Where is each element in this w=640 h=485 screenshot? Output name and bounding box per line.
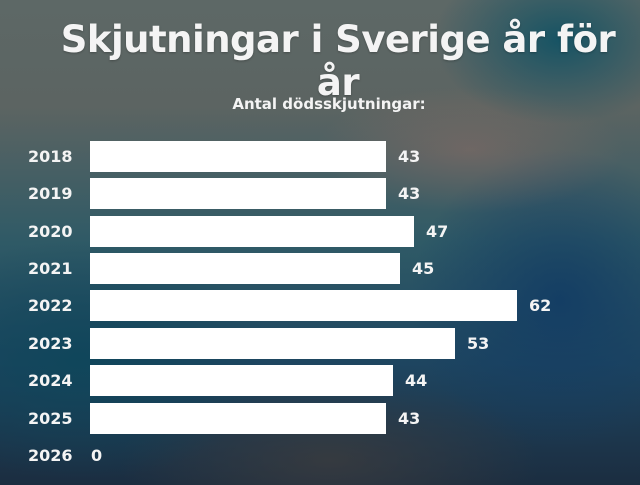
year-label: 2020 <box>28 222 73 241</box>
chart-subtitle: Antal dödsskjutningar: <box>232 95 426 113</box>
bar-row: 2018 43 <box>0 141 640 172</box>
value-label: 62 <box>529 296 552 315</box>
value-label: 43 <box>398 184 421 203</box>
bar <box>90 290 517 321</box>
value-label: 45 <box>412 259 435 278</box>
year-label: 2024 <box>28 371 73 390</box>
bar-row: 2022 62 <box>0 290 640 321</box>
bar-row: 2026 0 <box>0 440 640 471</box>
bar-row: 2021 45 <box>0 253 640 284</box>
bar-row: 2025 43 <box>0 403 640 434</box>
bar <box>90 141 386 172</box>
year-label: 2019 <box>28 184 73 203</box>
year-label: 2021 <box>28 259 73 278</box>
bar <box>90 178 386 209</box>
year-label: 2018 <box>28 147 73 166</box>
value-label: 0 <box>91 446 103 465</box>
value-label: 53 <box>467 334 490 353</box>
bar <box>90 253 400 284</box>
year-label: 2025 <box>28 409 73 428</box>
value-label: 43 <box>398 147 421 166</box>
year-label: 2022 <box>28 296 73 315</box>
bar <box>90 328 455 359</box>
bar-row: 2023 53 <box>0 328 640 359</box>
year-label: 2023 <box>28 334 73 353</box>
bar-row: 2024 44 <box>0 365 640 396</box>
bar <box>90 403 386 434</box>
value-label: 47 <box>426 222 449 241</box>
value-label: 43 <box>398 409 421 428</box>
value-label: 44 <box>405 371 428 390</box>
year-label: 2026 <box>28 446 73 465</box>
chart-title: Skjutningar i Sverige år för år <box>60 18 616 104</box>
bar-row: 2020 47 <box>0 216 640 247</box>
bar-row: 2019 43 <box>0 178 640 209</box>
bar <box>90 365 393 396</box>
bar <box>90 216 414 247</box>
